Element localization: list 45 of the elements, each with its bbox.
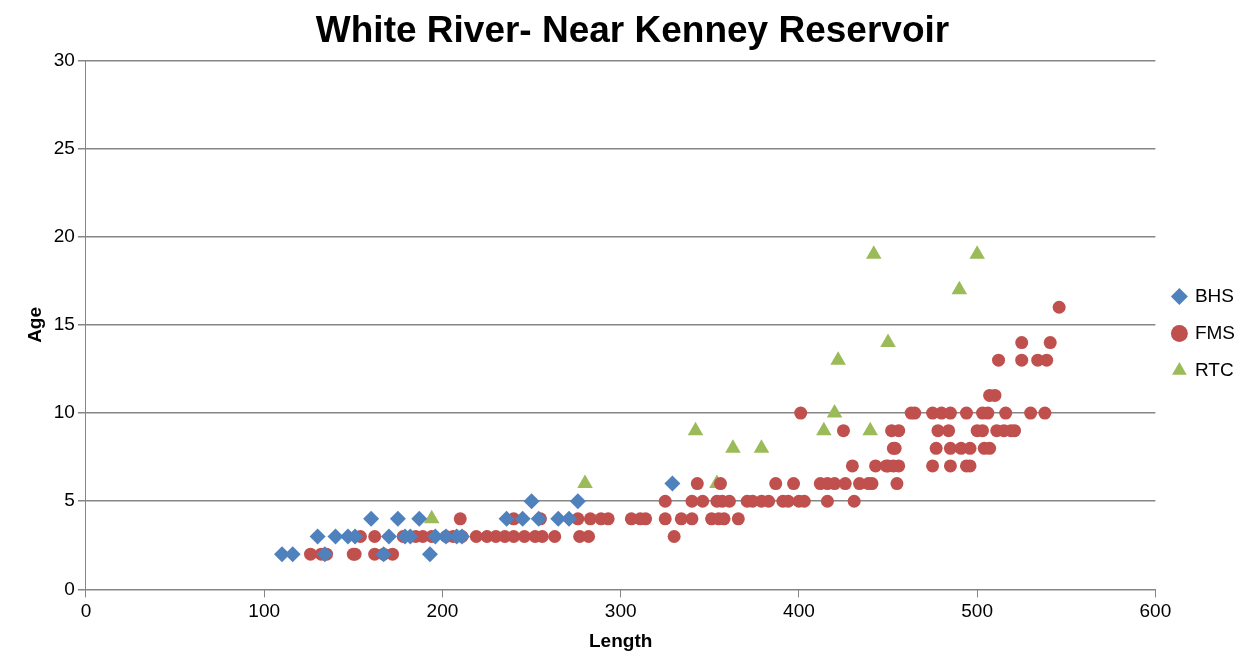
y-tick-label: 10 [53, 401, 75, 423]
x-tick-label: 600 [1139, 600, 1172, 622]
legend-label: BHS [1194, 284, 1234, 306]
point [753, 439, 770, 453]
legend-label: RTC [1194, 358, 1234, 380]
point [514, 510, 531, 527]
x-tick-label: 400 [783, 600, 815, 622]
y-tick-label: 5 [64, 489, 75, 511]
point [862, 421, 878, 436]
point [498, 510, 515, 527]
chart-title: White River- Near Kenney Reservoir [315, 9, 950, 51]
y-tick-label: 25 [53, 136, 75, 158]
y-tick-label: 20 [53, 224, 75, 246]
legend-label: FMS [1194, 321, 1235, 343]
point [569, 493, 586, 510]
x-tick-label: 300 [604, 600, 637, 622]
point [309, 528, 326, 545]
point [951, 280, 968, 295]
point [523, 493, 540, 510]
point [687, 421, 704, 436]
point [725, 439, 741, 453]
point [389, 510, 406, 527]
point [865, 245, 882, 259]
x-tick-label: 500 [961, 600, 993, 622]
point [363, 510, 380, 527]
point [816, 421, 832, 436]
point [380, 528, 397, 545]
x-axis-title: Length [589, 629, 653, 651]
point [969, 245, 985, 259]
y-tick-label: 30 [53, 48, 75, 70]
y-axis-title: Age [23, 306, 45, 343]
point [411, 510, 428, 527]
point [421, 546, 438, 563]
y-tick-label: 0 [64, 577, 75, 599]
point [826, 404, 843, 418]
point [664, 475, 681, 492]
x-tick-label: 200 [426, 600, 459, 622]
point [880, 333, 896, 348]
point [316, 546, 333, 563]
y-tick-label: 15 [53, 313, 75, 335]
point [577, 474, 593, 489]
point [327, 528, 344, 545]
x-tick-label: 0 [80, 600, 92, 622]
x-tick-label: 100 [248, 600, 281, 622]
point [830, 351, 846, 365]
